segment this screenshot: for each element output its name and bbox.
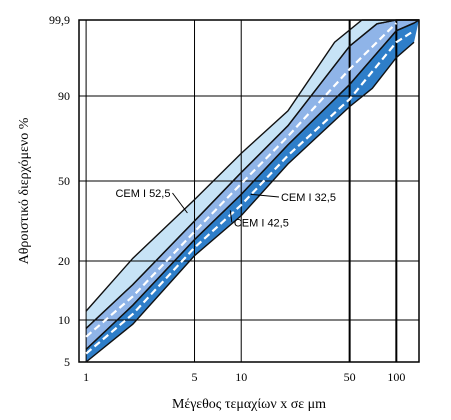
band-label-cem-i-52-5: CEM I 52,5 bbox=[115, 188, 170, 200]
x-tick-label-10: 10 bbox=[235, 370, 247, 384]
band-upper-line-3 bbox=[85, 19, 420, 350]
leader-line-3 bbox=[229, 210, 233, 223]
y-tick-label-90: 90 bbox=[58, 89, 70, 103]
x-tick-label-50: 50 bbox=[344, 370, 356, 384]
leader-line-1 bbox=[172, 192, 188, 214]
band-upper-line-2 bbox=[85, 19, 419, 329]
y-tick-label-20: 20 bbox=[58, 254, 70, 268]
x-tick-label-5: 5 bbox=[192, 370, 198, 384]
x-tick-label-1: 1 bbox=[83, 370, 89, 384]
bands-layer bbox=[86, 20, 420, 362]
band-cem-i-32-5 bbox=[86, 20, 420, 362]
grid-layer bbox=[78, 19, 420, 363]
x-axis-title: Μέγεθος τεμαχίων x σε μm bbox=[172, 397, 326, 412]
y-tick-label-5: 5 bbox=[64, 355, 70, 369]
band-labels-layer: CEM I 52,5 CEM I 32,5 CEM I 42,5 bbox=[115, 188, 336, 229]
y-tick-label-10: 10 bbox=[58, 313, 70, 327]
y-tick-label-50: 50 bbox=[58, 174, 70, 188]
band-lower-line-3 bbox=[85, 41, 415, 363]
lines-layer bbox=[85, 19, 420, 363]
band-label-cem-i-42-5: CEM I 42,5 bbox=[234, 217, 289, 229]
y-axis-title: Αθροιστικό διερχόμενο % bbox=[17, 117, 32, 264]
y-tick-label-99-9: 99,9 bbox=[49, 13, 70, 27]
band-label-cem-i-32-5: CEM I 32,5 bbox=[281, 192, 336, 204]
dashed-line-1 bbox=[85, 22, 398, 338]
band-upper-line-1 bbox=[85, 19, 419, 312]
plot-frame bbox=[78, 19, 420, 363]
band-cem-i-42-5 bbox=[86, 20, 420, 350]
x-tick-label-100: 100 bbox=[387, 370, 405, 384]
leader-line-2 bbox=[250, 193, 280, 198]
